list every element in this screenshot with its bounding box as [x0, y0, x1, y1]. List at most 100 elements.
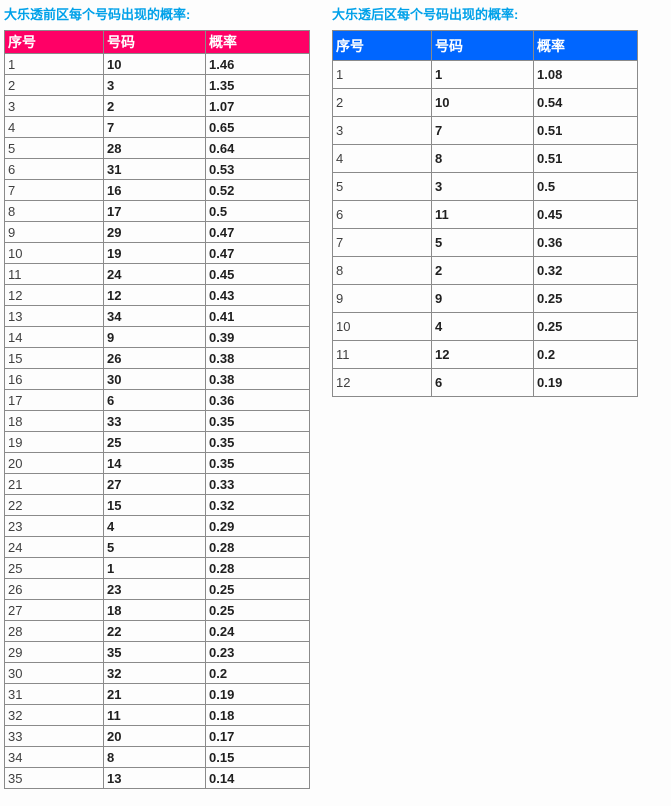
number-cell: 22: [103, 620, 206, 642]
serial-cell: 15: [4, 347, 104, 369]
probability-cell: 0.36: [533, 228, 638, 257]
number-cell: 10: [431, 88, 534, 117]
serial-cell: 20: [4, 452, 104, 474]
serial-cell: 1: [4, 53, 104, 75]
table-row: 12 12 0.43: [4, 284, 310, 306]
back-number-header: 号码: [431, 30, 534, 61]
table-row: 24 5 0.28: [4, 536, 310, 558]
serial-cell: 2: [4, 74, 104, 96]
number-cell: 24: [103, 263, 206, 285]
serial-cell: 11: [4, 263, 104, 285]
probability-cell: 0.33: [205, 473, 310, 495]
number-cell: 21: [103, 683, 206, 705]
serial-cell: 14: [4, 326, 104, 348]
probability-cell: 1.46: [205, 53, 310, 75]
serial-cell: 12: [332, 368, 432, 397]
number-cell: 10: [103, 53, 206, 75]
probability-cell: 0.19: [205, 683, 310, 705]
probability-cell: 0.14: [205, 767, 310, 789]
serial-cell: 18: [4, 410, 104, 432]
number-cell: 16: [103, 179, 206, 201]
table-row: 12 6 0.19: [332, 368, 638, 397]
table-row: 3 7 0.51: [332, 116, 638, 145]
probability-cell: 0.19: [533, 368, 638, 397]
number-cell: 6: [103, 389, 206, 411]
probability-cell: 1.08: [533, 60, 638, 89]
probability-cell: 0.5: [533, 172, 638, 201]
table-row: 32 11 0.18: [4, 704, 310, 726]
number-cell: 14: [103, 452, 206, 474]
number-cell: 33: [103, 410, 206, 432]
probability-cell: 0.41: [205, 305, 310, 327]
front-zone-section: 大乐透前区每个号码出现的概率: 序号 号码 概率 1 10 1.46 2 3 1.35 3 2…: [4, 7, 310, 789]
table-row: 29 35 0.23: [4, 641, 310, 663]
back-zone-title: 大乐透后区每个号码出现的概率:: [332, 7, 519, 22]
number-cell: 9: [431, 284, 534, 313]
probability-cell: 0.54: [533, 88, 638, 117]
number-cell: 1: [103, 557, 206, 579]
serial-cell: 10: [4, 242, 104, 264]
serial-cell: 8: [332, 256, 432, 285]
table-row: 11 12 0.2: [332, 340, 638, 369]
table-row: 26 23 0.25: [4, 578, 310, 600]
table-row: 31 21 0.19: [4, 683, 310, 705]
table-row: 10 19 0.47: [4, 242, 310, 264]
serial-cell: 5: [332, 172, 432, 201]
serial-cell: 7: [4, 179, 104, 201]
table-row: 15 26 0.38: [4, 347, 310, 369]
serial-cell: 32: [4, 704, 104, 726]
table-row: 25 1 0.28: [4, 557, 310, 579]
serial-cell: 29: [4, 641, 104, 663]
back-serial-header: 序号: [332, 30, 432, 61]
number-cell: 12: [431, 340, 534, 369]
number-cell: 2: [431, 256, 534, 285]
serial-cell: 1: [332, 60, 432, 89]
table-row: 9 29 0.47: [4, 221, 310, 243]
serial-cell: 2: [332, 88, 432, 117]
serial-cell: 12: [4, 284, 104, 306]
back-zone-table: 序号 号码 概率 1 1 1.08 2 10 0.54 3 7 0.51 4 8 0.51 5 3 0.5 6…: [332, 30, 638, 397]
probability-cell: 0.64: [205, 137, 310, 159]
table-row: 14 9 0.39: [4, 326, 310, 348]
serial-cell: 21: [4, 473, 104, 495]
number-cell: 3: [103, 74, 206, 96]
probability-cell: 0.35: [205, 410, 310, 432]
table-row: 7 5 0.36: [332, 228, 638, 257]
table-row: 9 9 0.25: [332, 284, 638, 313]
number-cell: 20: [103, 725, 206, 747]
front-zone-title: 大乐透前区每个号码出现的概率:: [4, 7, 191, 22]
number-cell: 17: [103, 200, 206, 222]
table-row: 10 4 0.25: [332, 312, 638, 341]
serial-cell: 33: [4, 725, 104, 747]
serial-cell: 6: [332, 200, 432, 229]
front-number-header: 号码: [103, 30, 206, 54]
front-zone-header-row: 序号 号码 概率: [4, 30, 310, 54]
table-row: 4 7 0.65: [4, 116, 310, 138]
probability-cell: 0.24: [205, 620, 310, 642]
probability-cell: 0.25: [205, 599, 310, 621]
table-row: 5 28 0.64: [4, 137, 310, 159]
number-cell: 12: [103, 284, 206, 306]
number-cell: 26: [103, 347, 206, 369]
table-row: 8 17 0.5: [4, 200, 310, 222]
serial-cell: 35: [4, 767, 104, 789]
number-cell: 32: [103, 662, 206, 684]
serial-cell: 4: [332, 144, 432, 173]
table-row: 33 20 0.17: [4, 725, 310, 747]
probability-cell: 0.15: [205, 746, 310, 768]
serial-cell: 23: [4, 515, 104, 537]
number-cell: 7: [431, 116, 534, 145]
table-row: 2 10 0.54: [332, 88, 638, 117]
probability-cell: 0.47: [205, 221, 310, 243]
probability-cell: 0.65: [205, 116, 310, 138]
probability-cell: 0.32: [205, 494, 310, 516]
number-cell: 29: [103, 221, 206, 243]
table-row: 21 27 0.33: [4, 473, 310, 495]
table-row: 11 24 0.45: [4, 263, 310, 285]
number-cell: 2: [103, 95, 206, 117]
serial-cell: 31: [4, 683, 104, 705]
probability-cell: 0.2: [533, 340, 638, 369]
number-cell: 13: [103, 767, 206, 789]
probability-cell: 0.28: [205, 536, 310, 558]
